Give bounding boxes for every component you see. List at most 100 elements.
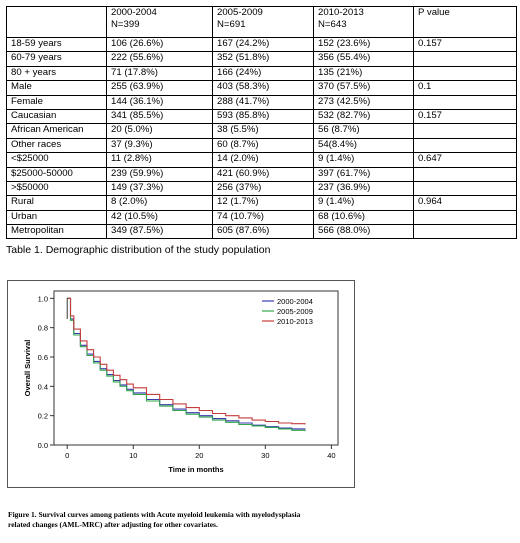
table-cell: 149 (37.3%) <box>106 180 213 197</box>
table-row: Urban 42 (10.5%) 74 (10.7%) 68 (10.6%) <box>6 209 517 226</box>
table-row: Female 144 (36.1%) 288 (41.7%) 273 (42.5%) <box>6 94 517 110</box>
table-cell: 56 (8.7%) <box>313 123 414 139</box>
table-cell: 152 (23.6%) <box>313 36 414 53</box>
table-cell <box>413 180 517 197</box>
table-cell: 237 (36.9%) <box>313 180 414 197</box>
table-cell: 605 (87.6%) <box>212 224 314 240</box>
table-cell: 0.647 <box>413 152 517 168</box>
survival-figure: 0.0 0.2 0.4 0.6 0.8 1.0 0 10 20 30 40 Time in month… <box>7 280 355 488</box>
table-cell: 0.964 <box>413 195 517 211</box>
x-tick-label: 0 <box>65 451 69 460</box>
table-cell: 0.157 <box>413 36 517 53</box>
y-tick-label: 0.6 <box>38 353 48 362</box>
table-cell <box>413 209 517 226</box>
table-cell: 352 (51.8%) <box>212 51 314 67</box>
y-axis-label: Overall Survival <box>23 340 32 397</box>
table-cell: 593 (85.8%) <box>212 108 314 125</box>
table-cell: 74 (10.7%) <box>212 209 314 226</box>
table-cell: 12 (1.7%) <box>212 195 314 211</box>
figure-caption-line2: related changes (AML-MRC) after adjustin… <box>8 520 218 529</box>
table-row: <$25000 11 (2.8%) 14 (2.0%) 9 (1.4%) 0.647 <box>6 152 517 168</box>
plot-area <box>53 290 339 446</box>
table-cell: 8 (2.0%) <box>106 195 213 211</box>
table-cell: 341 (85.5%) <box>106 108 213 125</box>
table-cell: 60 (8.7%) <box>212 137 314 154</box>
table-cell: 403 (58.3%) <box>212 80 314 96</box>
table-cell: 80 + years <box>6 65 107 82</box>
table-cell: 167 (24.2%) <box>212 36 314 53</box>
table-cell: 532 (82.7%) <box>313 108 414 125</box>
table-cell: 71 (17.8%) <box>106 65 213 82</box>
table-cell: 14 (2.0%) <box>212 152 314 168</box>
table-row: $25000-50000 239 (59.9%) 421 (60.9%) 397 (6… <box>6 166 517 182</box>
table-cell: African American <box>6 123 107 139</box>
table-cell: 144 (36.1%) <box>106 94 213 110</box>
table-row: Other races 37 (9.3%) 60 (8.7%) 54(8.4%) <box>6 137 517 154</box>
table-cell: 566 (88.0%) <box>313 224 414 240</box>
table-cell <box>413 123 517 139</box>
x-tick-label: 20 <box>195 451 203 460</box>
table-cell <box>413 51 517 67</box>
table-cell: Metropolitan <box>6 224 107 240</box>
table-cell: 288 (41.7%) <box>212 94 314 110</box>
y-tick-label: 1.0 <box>38 294 48 303</box>
table-cell: Rural <box>6 195 107 211</box>
table-row: >$50000 149 (37.3%) 256 (37%) 237 (36.9%) <box>6 180 517 197</box>
table-cell <box>413 137 517 154</box>
table-row: Caucasian 341 (85.5%) 593 (85.8%) 532 (82.7… <box>6 108 517 125</box>
table-row: 60-79 years 222 (55.6%) 352 (51.8%) 356 (55… <box>6 51 517 67</box>
table-caption: Table 1. Demographic distribution of the… <box>6 244 271 256</box>
y-tick-label: 0.8 <box>38 324 48 333</box>
table-header-cell: P value <box>413 6 517 38</box>
table-header-cell: 2005-2009 N=691 <box>212 6 314 38</box>
table-row: Rural 8 (2.0%) 12 (1.7%) 9 (1.4%) 0.964 <box>6 195 517 211</box>
table-cell: 135 (21%) <box>313 65 414 82</box>
figure-caption: Figure 1. Survival curves among patients… <box>8 510 448 530</box>
table-cell: 239 (59.9%) <box>106 166 213 182</box>
table-cell: 255 (63.9%) <box>106 80 213 96</box>
table-cell <box>413 166 517 182</box>
table-cell: 222 (55.6%) <box>106 51 213 67</box>
demographics-table: 2000-2004 N=399 2005-2009 N=691 2010-2013 N=6… <box>6 6 517 240</box>
table-cell: 60-79 years <box>6 51 107 67</box>
table-cell: $25000-50000 <box>6 166 107 182</box>
table-cell <box>413 224 517 240</box>
series-line-2005-2009 <box>67 297 306 432</box>
x-tick-label: 10 <box>129 451 137 460</box>
table-cell: 421 (60.9%) <box>212 166 314 182</box>
y-tick-label: 0.0 <box>38 441 48 450</box>
table-cell: 349 (87.5%) <box>106 224 213 240</box>
table-cell: >$50000 <box>6 180 107 197</box>
table-cell: 256 (37%) <box>212 180 314 197</box>
y-tick-label: 0.4 <box>38 382 48 391</box>
table-cell: 356 (55.4%) <box>313 51 414 67</box>
table-cell: 273 (42.5%) <box>313 94 414 110</box>
table-cell: 397 (61.7%) <box>313 166 414 182</box>
series-line-2010-2013 <box>67 297 306 425</box>
table-header-cell: 2000-2004 N=399 <box>106 6 213 38</box>
table-cell: Other races <box>6 137 107 154</box>
x-tick-label: 30 <box>261 451 269 460</box>
table-cell: 68 (10.6%) <box>313 209 414 226</box>
table-cell: 38 (5.5%) <box>212 123 314 139</box>
table-row: Male 255 (63.9%) 403 (58.3%) 370 (57.5%) 0.1 <box>6 80 517 96</box>
table-cell: 18-59 years <box>6 36 107 53</box>
legend-label: 2000-2004 <box>277 297 313 306</box>
table-row: 80 + years 71 (17.8%) 166 (24%) 135 (21%) <box>6 65 517 82</box>
table-header-cell: 2010-2013 N=643 <box>313 6 414 38</box>
table-cell: <$25000 <box>6 152 107 168</box>
table-cell: 370 (57.5%) <box>313 80 414 96</box>
table-row: African American 20 (5.0%) 38 (5.5%) 56 (8.… <box>6 123 517 139</box>
table-row: Metropolitan 349 (87.5%) 605 (87.6%) 566 (8… <box>6 224 517 240</box>
table-cell: 11 (2.8%) <box>106 152 213 168</box>
table-cell: 20 (5.0%) <box>106 123 213 139</box>
x-axis-label: Time in months <box>168 465 223 474</box>
table-cell: 0.157 <box>413 108 517 125</box>
table-cell: 106 (26.6%) <box>106 36 213 53</box>
table-header-row: 2000-2004 N=399 2005-2009 N=691 2010-2013 N=6… <box>6 6 517 38</box>
table-cell: Urban <box>6 209 107 226</box>
table-header-cell <box>6 6 107 38</box>
table-cell <box>413 65 517 82</box>
table-cell: 166 (24%) <box>212 65 314 82</box>
table-cell: Caucasian <box>6 108 107 125</box>
